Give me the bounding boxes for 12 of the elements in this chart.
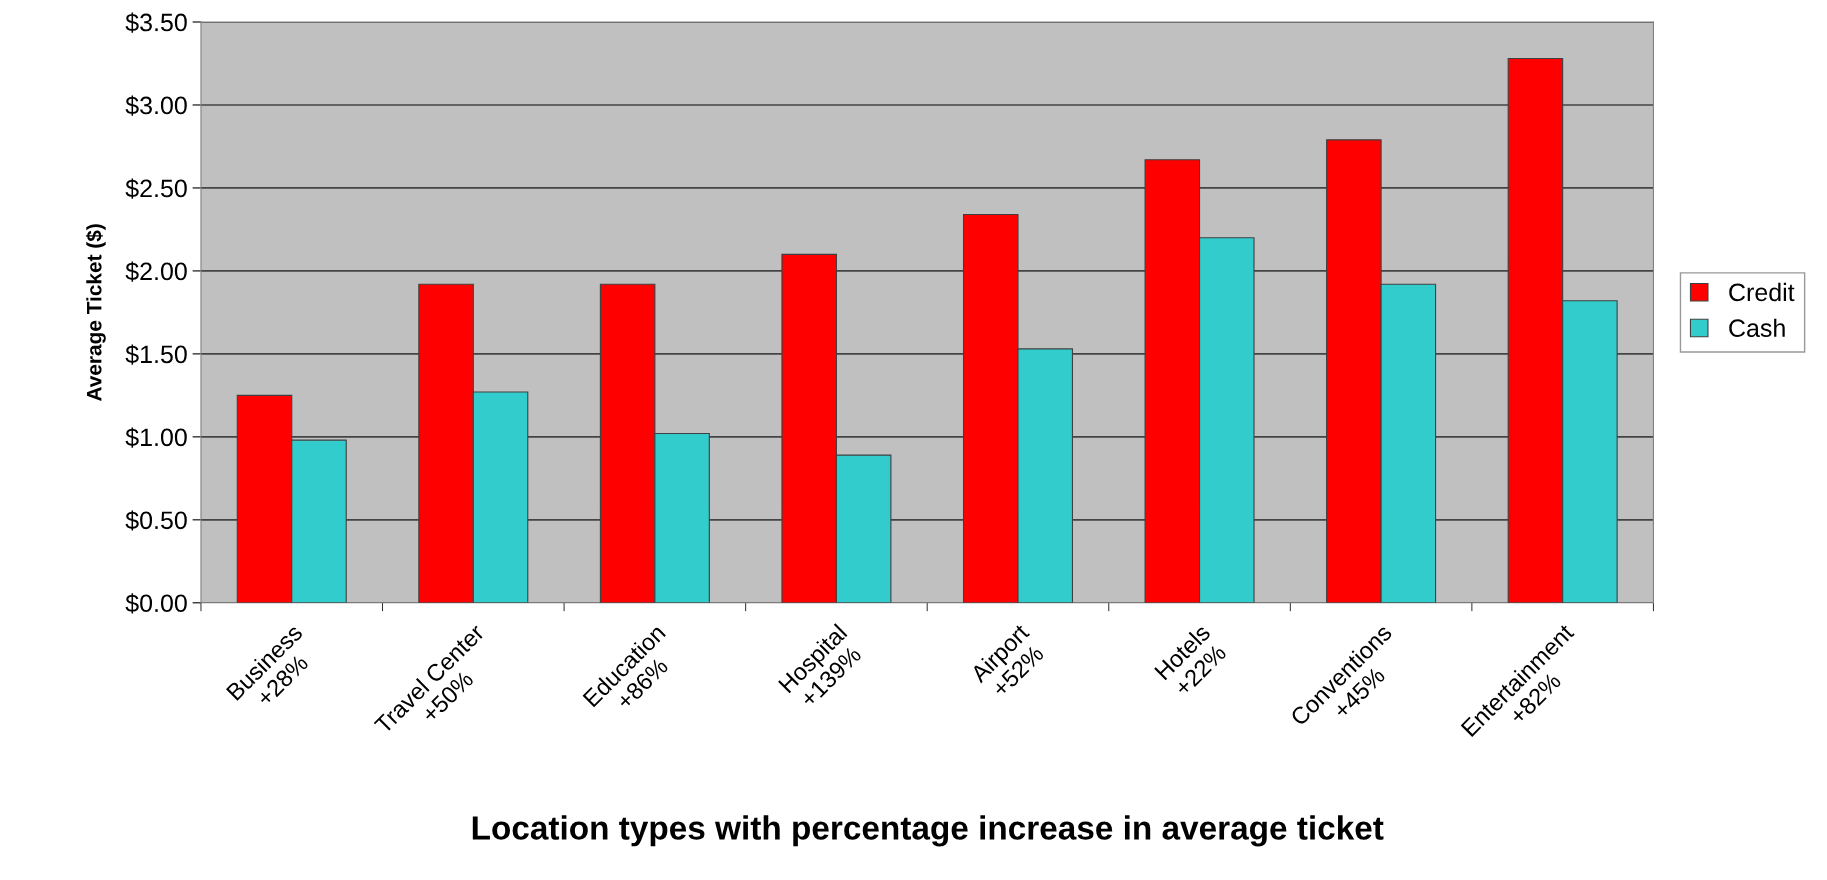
- y-tick-label: $0.50: [125, 510, 187, 531]
- legend-label: Cash: [1729, 318, 1785, 338]
- y-tick-label: $2.00: [125, 261, 187, 282]
- y-tick-label: $1.00: [125, 427, 187, 448]
- y-tick-label: $1.50: [125, 344, 187, 365]
- legend-label: Credit: [1729, 282, 1795, 302]
- y-tick-label: $0.00: [125, 593, 187, 614]
- x-axis-title: Location types with percentage increase in average ticket: [472, 815, 1384, 847]
- y-tick-label: $2.50: [125, 178, 187, 199]
- y-tick-label: $3.00: [125, 95, 187, 116]
- y-axis-title: Average Ticket ($): [85, 224, 106, 402]
- y-tick-label: $3.50: [125, 12, 187, 33]
